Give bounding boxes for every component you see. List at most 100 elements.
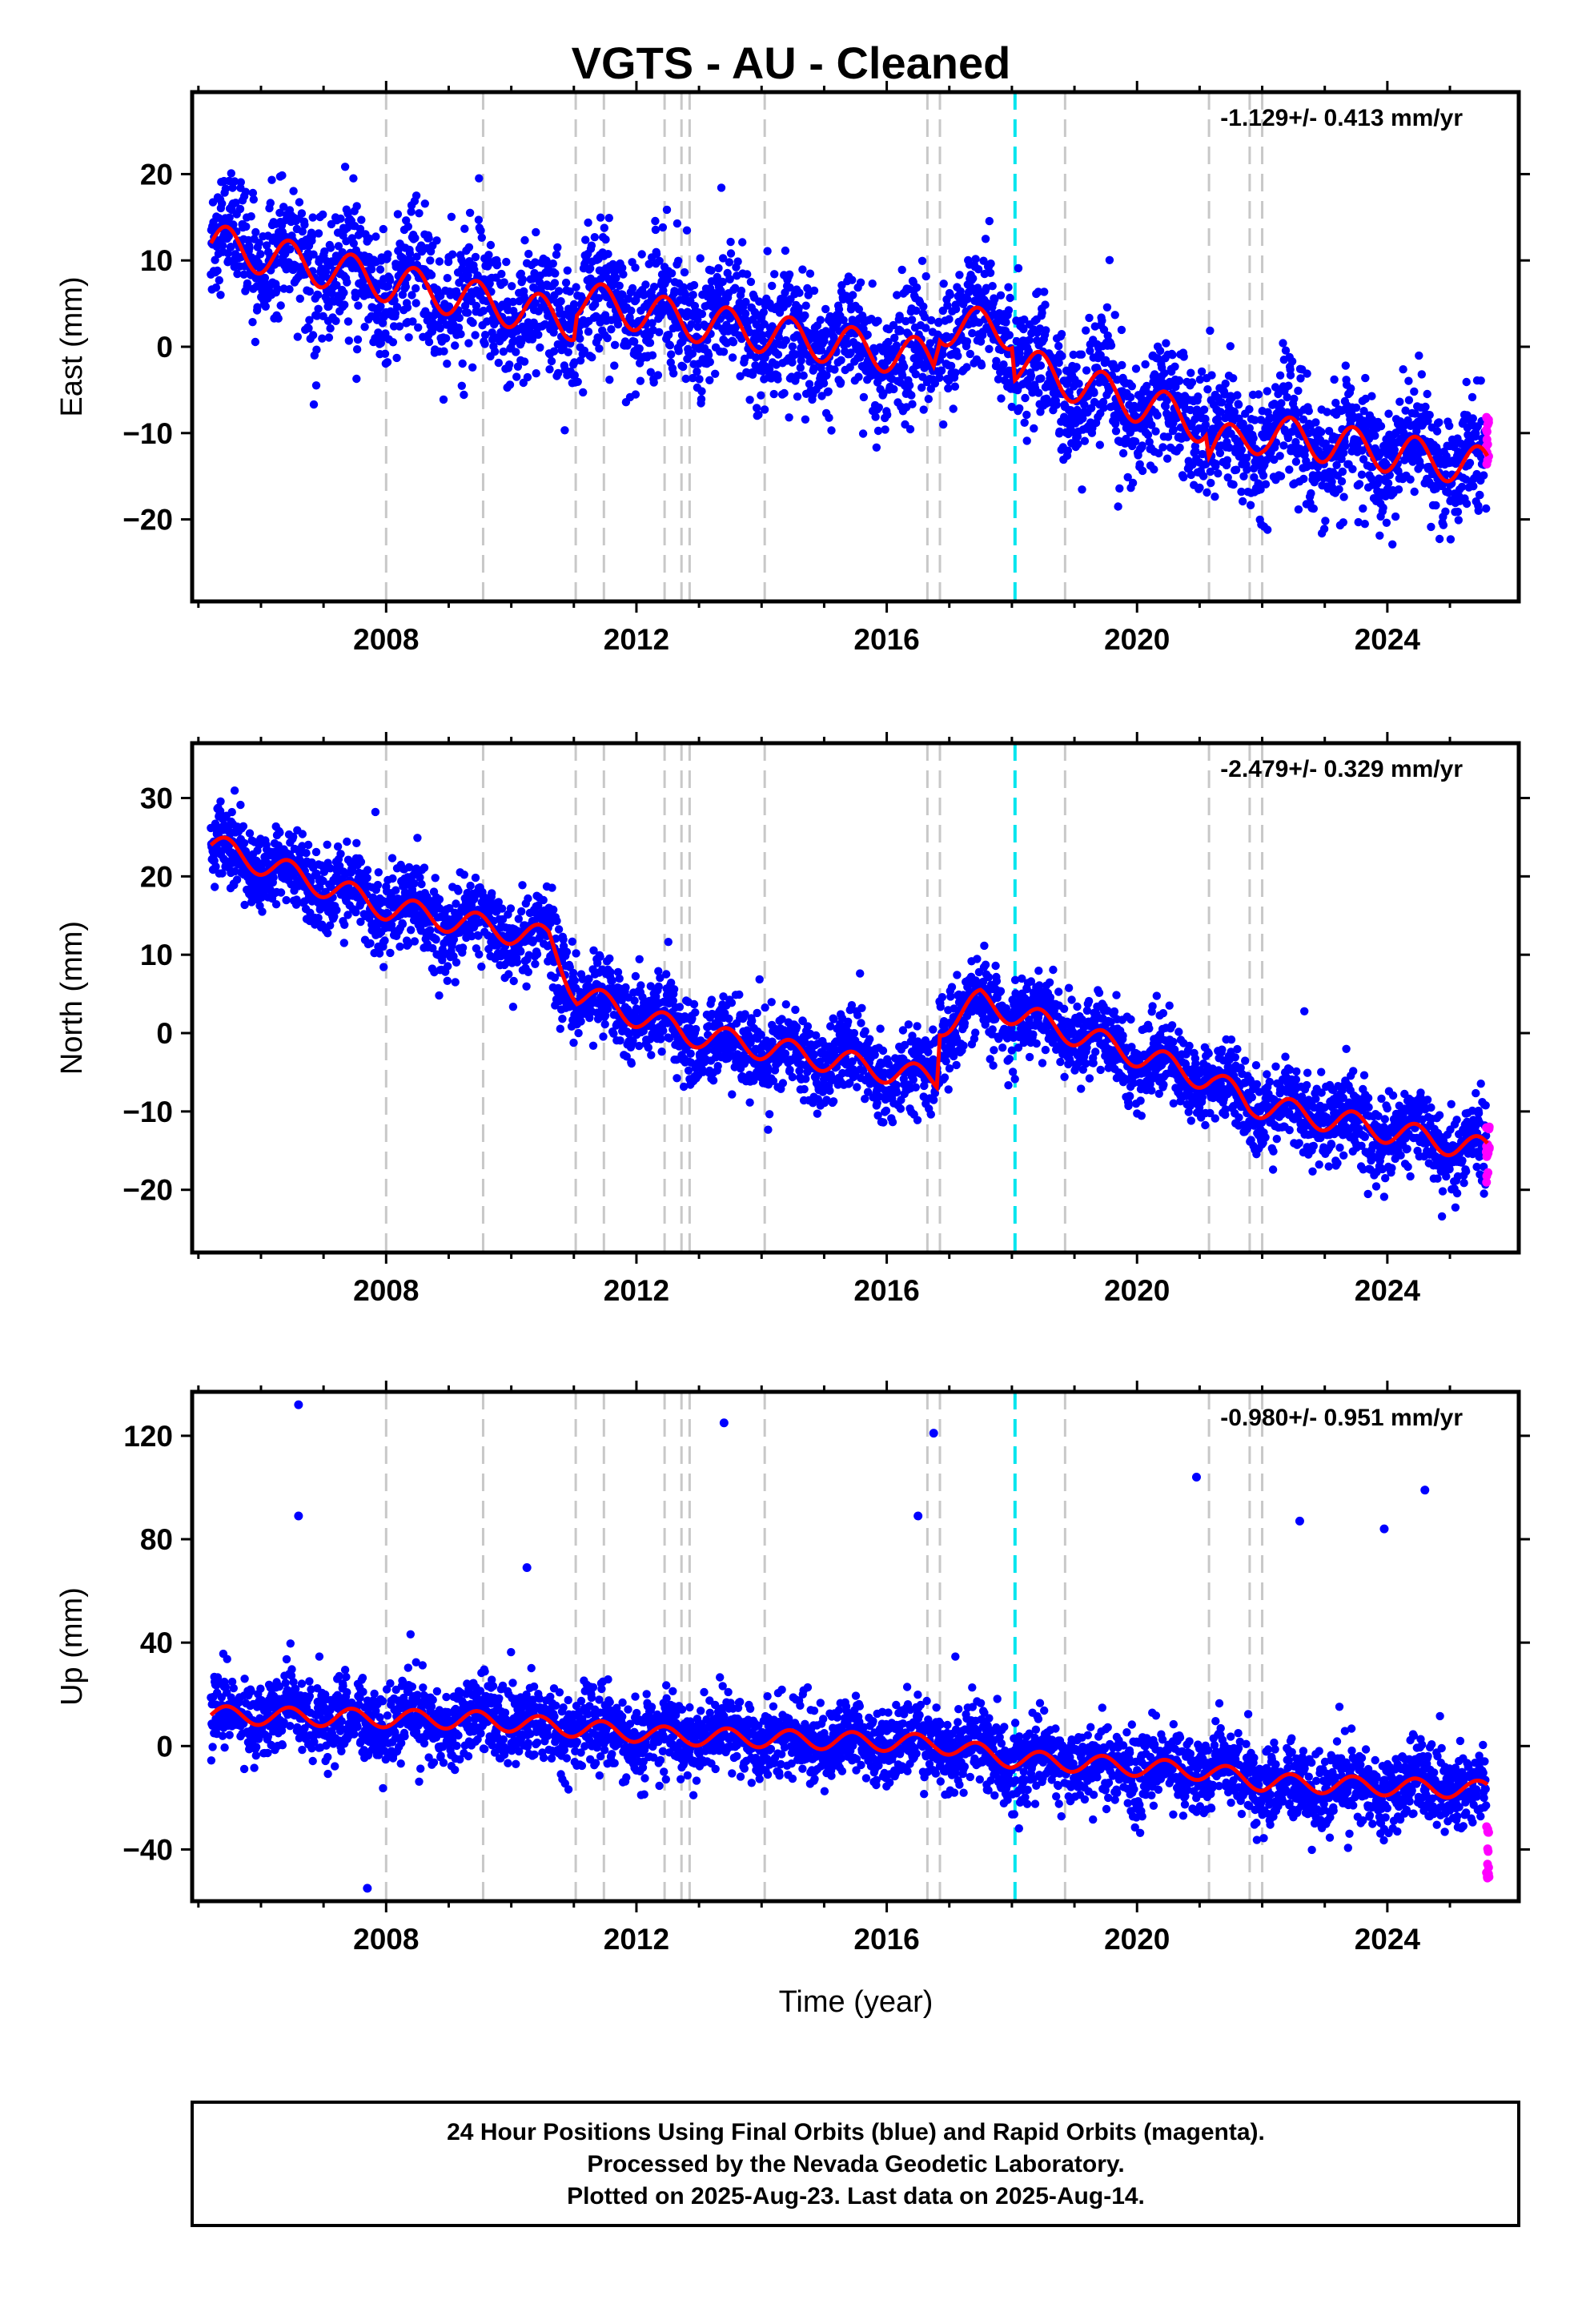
final-orbit-point <box>332 906 341 915</box>
final-orbit-point <box>457 381 466 390</box>
final-orbit-point <box>1472 469 1481 479</box>
final-orbit-point <box>1201 420 1211 429</box>
final-orbit-point <box>665 330 673 340</box>
final-orbit-point <box>845 363 854 372</box>
final-orbit-point <box>338 247 347 257</box>
final-orbit-point <box>854 305 864 314</box>
final-orbit-point <box>275 208 284 217</box>
final-orbit-point <box>1339 518 1348 527</box>
final-orbit-point <box>997 394 1006 403</box>
final-orbit-point <box>375 265 385 274</box>
final-orbit-point <box>945 315 954 324</box>
final-orbit-point <box>1425 411 1434 420</box>
final-orbit-point <box>523 372 532 382</box>
final-orbit-point <box>211 255 219 264</box>
final-orbit-point <box>751 353 761 362</box>
final-orbit-point <box>1223 456 1232 464</box>
final-orbit-point <box>977 361 986 370</box>
final-orbit-point <box>1211 460 1220 468</box>
final-orbit-point <box>1263 525 1272 534</box>
final-orbit-point <box>631 263 640 272</box>
final-orbit-point <box>534 330 543 340</box>
final-orbit-point <box>1036 361 1046 370</box>
final-orbit-point <box>388 874 397 883</box>
final-orbit-point <box>239 822 248 831</box>
final-orbit-point <box>1143 430 1153 440</box>
final-orbit-point <box>443 976 452 986</box>
final-orbit-point <box>248 188 258 198</box>
final-orbit-point <box>1020 315 1029 324</box>
final-orbit-point <box>890 333 899 343</box>
final-orbit-point <box>285 285 294 294</box>
final-orbit-point <box>393 210 403 219</box>
final-orbit-point <box>1155 346 1165 356</box>
final-orbit-point <box>985 216 994 226</box>
final-orbit-point <box>1037 374 1046 383</box>
final-orbit-point <box>610 340 620 349</box>
final-orbit-point <box>693 316 702 324</box>
final-orbit-point <box>1256 485 1265 494</box>
final-orbit-point <box>458 359 467 368</box>
final-orbit-point <box>1259 471 1268 480</box>
final-orbit-point <box>824 387 833 396</box>
final-orbit-point <box>332 280 341 290</box>
final-orbit-point <box>273 284 282 293</box>
final-orbit-point <box>411 234 420 243</box>
final-orbit-point <box>900 362 909 372</box>
final-orbit-point <box>644 259 653 268</box>
final-orbit-point <box>474 215 484 224</box>
final-orbit-point <box>412 299 420 308</box>
final-orbit-point <box>1126 392 1135 402</box>
final-orbit-point <box>1162 339 1170 348</box>
final-orbit-point <box>1271 438 1281 447</box>
final-orbit-point <box>755 297 764 306</box>
final-orbit-point <box>1351 403 1361 412</box>
final-orbit-point <box>834 305 844 314</box>
final-orbit-point <box>770 270 779 279</box>
final-orbit-point <box>424 337 434 347</box>
final-orbit-point <box>921 271 930 281</box>
final-orbit-point <box>475 950 484 959</box>
final-orbit-point <box>405 248 415 258</box>
final-orbit-point <box>1041 300 1050 309</box>
final-orbit-point <box>262 241 271 250</box>
final-orbit-point <box>1014 263 1023 273</box>
final-orbit-point <box>1276 472 1286 480</box>
final-orbit-point <box>674 347 683 356</box>
final-orbit-point <box>1335 485 1343 494</box>
final-orbit-point <box>1279 441 1288 450</box>
final-orbit-point <box>618 290 627 300</box>
final-orbit-point <box>1294 505 1303 514</box>
final-orbit-point <box>241 187 251 196</box>
final-orbit-point <box>218 241 227 250</box>
final-orbit-point <box>1431 501 1440 510</box>
final-orbit-point <box>354 301 363 310</box>
final-orbit-point <box>889 320 898 330</box>
final-orbit-point <box>1441 470 1451 479</box>
final-orbit-point <box>798 265 807 274</box>
final-orbit-point <box>311 381 321 390</box>
final-orbit-point <box>451 341 460 350</box>
final-orbit-point <box>295 198 304 207</box>
final-orbit-point <box>460 224 469 233</box>
final-orbit-point <box>1194 392 1203 401</box>
final-orbit-point <box>1141 360 1150 369</box>
x-tick-label: 2024 <box>1355 623 1421 656</box>
final-orbit-point <box>1022 410 1031 420</box>
final-orbit-point <box>590 233 599 242</box>
final-orbit-point <box>305 316 314 324</box>
final-orbit-point <box>355 224 365 234</box>
final-orbit-point <box>760 405 769 414</box>
final-orbit-point <box>572 949 580 958</box>
final-orbit-point <box>649 283 659 292</box>
final-orbit-point <box>1401 406 1410 415</box>
final-orbit-point <box>689 373 697 383</box>
final-orbit-point <box>494 358 503 368</box>
final-orbit-point <box>230 786 239 795</box>
final-orbit-point <box>532 369 540 378</box>
final-orbit-point <box>696 254 705 263</box>
final-orbit-point <box>302 849 311 858</box>
final-orbit-point <box>443 274 452 283</box>
velocity-annotation: -1.129+/- 0.413 mm/yr <box>1220 105 1463 131</box>
